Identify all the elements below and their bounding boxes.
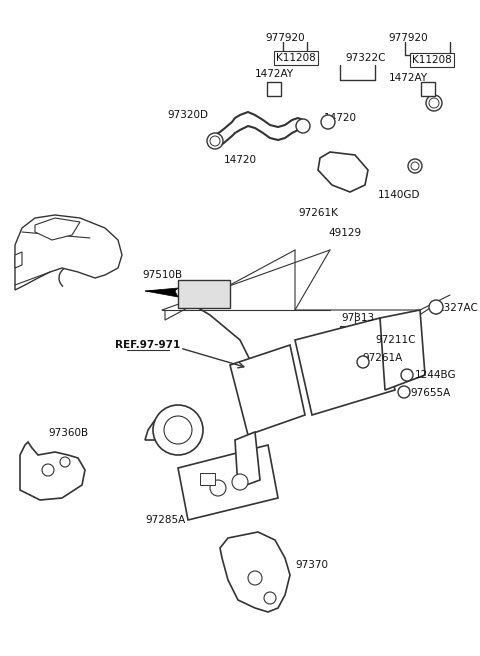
Polygon shape: [235, 432, 260, 488]
Text: REF.97-971: REF.97-971: [115, 340, 180, 350]
Text: 97211C: 97211C: [375, 335, 416, 345]
Text: 1140GD: 1140GD: [378, 190, 420, 200]
Text: 1472AY: 1472AY: [254, 69, 294, 79]
Polygon shape: [178, 445, 278, 520]
Text: 49129: 49129: [328, 228, 361, 238]
Polygon shape: [145, 415, 178, 445]
Circle shape: [232, 474, 248, 490]
Text: 14720: 14720: [324, 113, 357, 123]
Circle shape: [42, 464, 54, 476]
Text: 1472AY: 1472AY: [388, 73, 428, 83]
Bar: [267, 82, 281, 96]
Circle shape: [321, 115, 335, 129]
Circle shape: [210, 136, 220, 146]
Text: K11208: K11208: [412, 55, 452, 65]
Circle shape: [408, 159, 422, 173]
Circle shape: [60, 457, 70, 467]
Text: 1327AC: 1327AC: [438, 303, 479, 313]
Polygon shape: [230, 345, 305, 435]
Text: 14720: 14720: [224, 155, 256, 165]
Polygon shape: [15, 252, 22, 268]
Text: 97261K: 97261K: [298, 208, 338, 218]
Text: 97261A: 97261A: [362, 353, 402, 363]
Text: 97510B: 97510B: [142, 270, 182, 280]
Text: 97322C: 97322C: [345, 53, 385, 63]
Text: 1244BG: 1244BG: [415, 370, 456, 380]
Text: K11208: K11208: [276, 53, 316, 63]
Polygon shape: [35, 218, 80, 240]
Circle shape: [426, 95, 442, 111]
Text: 97370: 97370: [295, 560, 328, 570]
Circle shape: [429, 300, 443, 314]
Polygon shape: [380, 310, 425, 390]
Circle shape: [248, 571, 262, 585]
Circle shape: [164, 416, 192, 444]
Polygon shape: [20, 442, 85, 500]
Polygon shape: [15, 215, 122, 290]
Polygon shape: [220, 532, 290, 612]
Polygon shape: [145, 288, 178, 291]
Polygon shape: [295, 318, 395, 415]
Circle shape: [207, 133, 223, 149]
Circle shape: [210, 480, 226, 496]
Bar: [178, 280, 230, 308]
Circle shape: [401, 369, 413, 381]
Polygon shape: [145, 291, 178, 297]
Bar: [421, 82, 435, 96]
Circle shape: [429, 98, 439, 108]
Circle shape: [296, 119, 310, 133]
Polygon shape: [318, 152, 368, 192]
Text: 97655A: 97655A: [410, 388, 450, 398]
Circle shape: [153, 405, 203, 455]
Text: 97313: 97313: [341, 313, 374, 323]
Bar: [200, 473, 215, 485]
Text: 977920: 977920: [265, 33, 305, 43]
Circle shape: [264, 592, 276, 604]
Circle shape: [411, 162, 419, 170]
Text: 97320D: 97320D: [167, 110, 208, 120]
Text: 977920: 977920: [388, 33, 428, 43]
Circle shape: [357, 356, 369, 368]
Circle shape: [398, 386, 410, 398]
Text: 97360B: 97360B: [48, 428, 88, 438]
Text: 97285A: 97285A: [145, 515, 185, 525]
